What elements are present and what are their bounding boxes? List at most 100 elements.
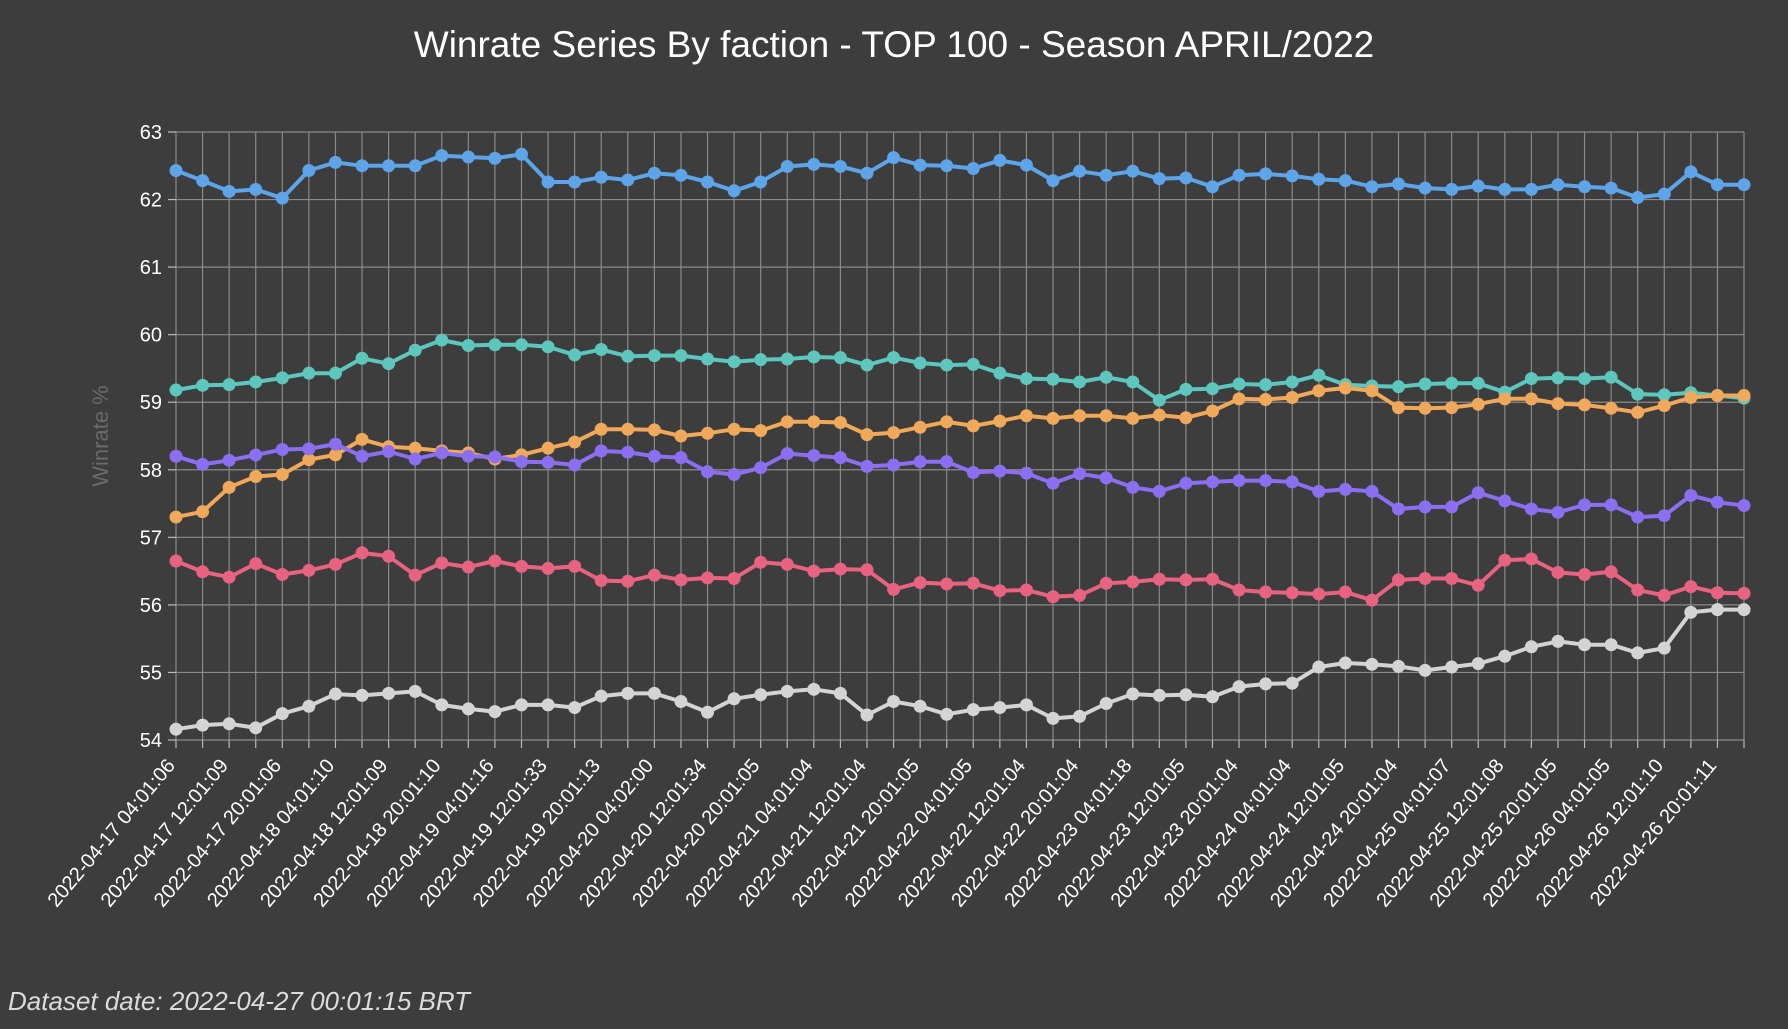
data-point-purple[interactable] xyxy=(1524,502,1538,516)
data-point-pink[interactable] xyxy=(514,559,528,573)
data-point-blue[interactable] xyxy=(1684,165,1698,179)
data-point-pink[interactable] xyxy=(1179,573,1193,587)
data-point-orange[interactable] xyxy=(860,428,874,442)
data-point-purple[interactable] xyxy=(514,455,528,469)
data-point-gray[interactable] xyxy=(222,717,236,731)
data-point-pink[interactable] xyxy=(196,565,210,579)
data-point-orange[interactable] xyxy=(701,426,715,440)
data-point-pink[interactable] xyxy=(1392,573,1406,587)
data-point-orange[interactable] xyxy=(541,441,555,455)
data-point-purple[interactable] xyxy=(1418,500,1432,514)
data-point-gray[interactable] xyxy=(993,701,1007,715)
data-point-teal[interactable] xyxy=(674,349,688,363)
data-point-blue[interactable] xyxy=(249,182,263,196)
data-point-pink[interactable] xyxy=(355,546,369,560)
data-point-orange[interactable] xyxy=(674,429,688,443)
data-point-gray[interactable] xyxy=(1259,677,1273,691)
data-point-purple[interactable] xyxy=(860,459,874,473)
data-point-purple[interactable] xyxy=(435,446,449,460)
data-point-teal[interactable] xyxy=(488,338,502,352)
data-point-gray[interactable] xyxy=(1551,634,1565,648)
data-point-purple[interactable] xyxy=(1179,476,1193,490)
data-point-gray[interactable] xyxy=(408,684,422,698)
data-point-gray[interactable] xyxy=(1073,709,1087,723)
data-point-purple[interactable] xyxy=(1578,498,1592,512)
data-point-gray[interactable] xyxy=(647,686,661,700)
data-point-purple[interactable] xyxy=(1684,488,1698,502)
data-point-gray[interactable] xyxy=(1684,605,1698,619)
data-point-purple[interactable] xyxy=(1365,484,1379,498)
data-point-blue[interactable] xyxy=(647,166,661,180)
data-point-orange[interactable] xyxy=(275,468,289,482)
data-point-blue[interactable] xyxy=(1338,174,1352,188)
data-point-orange[interactable] xyxy=(833,415,847,429)
data-point-teal[interactable] xyxy=(1259,378,1273,392)
data-point-purple[interactable] xyxy=(1710,495,1724,509)
data-point-blue[interactable] xyxy=(275,191,289,205)
data-point-teal[interactable] xyxy=(249,375,263,389)
data-point-blue[interactable] xyxy=(1471,179,1485,193)
data-point-pink[interactable] xyxy=(621,574,635,588)
data-point-teal[interactable] xyxy=(1578,372,1592,386)
data-point-teal[interactable] xyxy=(1152,393,1166,407)
data-point-blue[interactable] xyxy=(541,175,555,189)
data-point-purple[interactable] xyxy=(1737,499,1751,513)
data-point-purple[interactable] xyxy=(275,443,289,457)
data-point-purple[interactable] xyxy=(913,455,927,469)
data-point-blue[interactable] xyxy=(1312,172,1326,186)
data-point-orange[interactable] xyxy=(1392,401,1406,415)
data-point-teal[interactable] xyxy=(541,340,555,354)
data-point-blue[interactable] xyxy=(408,159,422,173)
data-point-teal[interactable] xyxy=(701,352,715,366)
data-point-pink[interactable] xyxy=(222,570,236,584)
data-point-orange[interactable] xyxy=(940,415,954,429)
data-point-orange[interactable] xyxy=(1524,392,1538,406)
data-point-gray[interactable] xyxy=(1392,659,1406,673)
data-point-blue[interactable] xyxy=(1710,178,1724,192)
data-point-pink[interactable] xyxy=(887,582,901,596)
data-point-pink[interactable] xyxy=(302,563,316,577)
data-point-pink[interactable] xyxy=(1312,587,1326,601)
data-point-orange[interactable] xyxy=(1019,409,1033,423)
data-point-purple[interactable] xyxy=(1046,476,1060,490)
data-point-blue[interactable] xyxy=(727,184,741,198)
data-point-pink[interactable] xyxy=(1604,565,1618,579)
data-point-orange[interactable] xyxy=(408,441,422,455)
data-point-teal[interactable] xyxy=(435,333,449,347)
data-point-orange[interactable] xyxy=(1418,401,1432,415)
data-point-orange[interactable] xyxy=(1365,384,1379,398)
data-point-pink[interactable] xyxy=(780,557,794,571)
data-point-orange[interactable] xyxy=(1232,392,1246,406)
data-point-blue[interactable] xyxy=(780,159,794,173)
data-point-purple[interactable] xyxy=(833,451,847,465)
data-point-gray[interactable] xyxy=(674,694,688,708)
data-point-gray[interactable] xyxy=(754,688,768,702)
data-point-blue[interactable] xyxy=(1551,178,1565,192)
data-point-teal[interactable] xyxy=(887,351,901,365)
data-point-purple[interactable] xyxy=(382,445,396,459)
data-point-purple[interactable] xyxy=(1631,510,1645,524)
data-point-gray[interactable] xyxy=(275,707,289,721)
data-point-gray[interactable] xyxy=(1126,687,1140,701)
data-point-purple[interactable] xyxy=(727,468,741,482)
data-point-pink[interactable] xyxy=(647,568,661,582)
data-point-orange[interactable] xyxy=(1498,392,1512,406)
data-point-orange[interactable] xyxy=(568,435,582,449)
data-point-orange[interactable] xyxy=(1126,411,1140,425)
data-point-teal[interactable] xyxy=(1126,375,1140,389)
data-point-gray[interactable] xyxy=(1445,660,1459,674)
data-point-pink[interactable] xyxy=(275,567,289,581)
data-point-teal[interactable] xyxy=(514,338,528,352)
data-point-orange[interactable] xyxy=(196,505,210,519)
data-point-blue[interactable] xyxy=(1392,177,1406,191)
data-point-purple[interactable] xyxy=(355,449,369,463)
data-point-orange[interactable] xyxy=(1312,384,1326,398)
data-point-teal[interactable] xyxy=(833,351,847,365)
data-point-blue[interactable] xyxy=(568,175,582,189)
data-point-blue[interactable] xyxy=(355,159,369,173)
data-point-blue[interactable] xyxy=(461,150,475,164)
data-point-orange[interactable] xyxy=(727,422,741,436)
data-point-gray[interactable] xyxy=(1338,656,1352,670)
data-point-purple[interactable] xyxy=(196,457,210,471)
data-point-pink[interactable] xyxy=(993,584,1007,598)
